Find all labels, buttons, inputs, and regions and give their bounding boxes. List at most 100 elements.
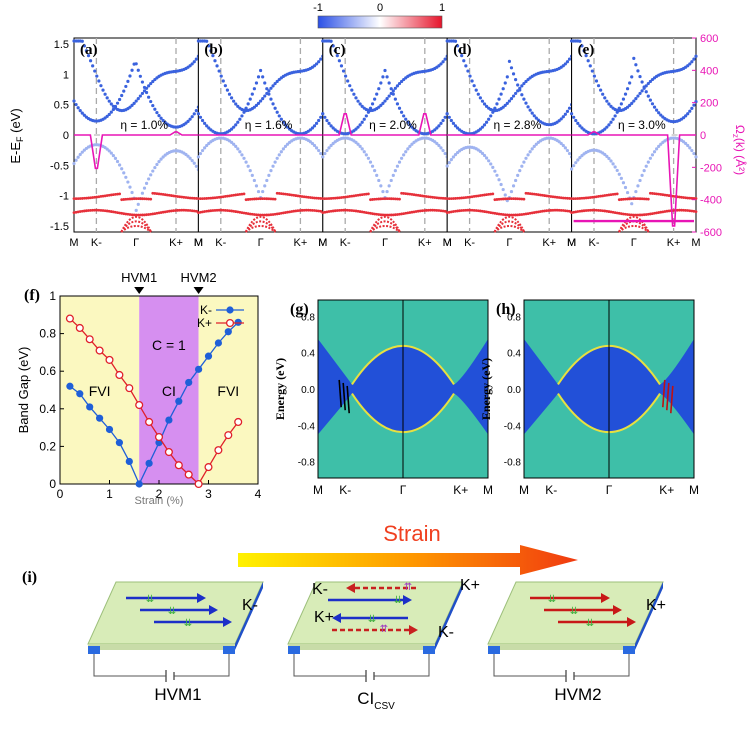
band-dot bbox=[686, 143, 690, 148]
band-dot bbox=[497, 212, 501, 216]
valley-label: K+ bbox=[314, 609, 334, 626]
band-dot bbox=[111, 210, 115, 214]
band-dot bbox=[364, 192, 368, 196]
gamma-band-curve bbox=[618, 224, 650, 233]
band-dot bbox=[358, 102, 362, 106]
band-dot bbox=[634, 96, 638, 101]
band-dot bbox=[418, 209, 422, 213]
band-dot bbox=[572, 197, 576, 201]
band-dot bbox=[86, 54, 91, 58]
band-dot bbox=[582, 209, 586, 213]
band-dot bbox=[493, 169, 497, 173]
spin-bands bbox=[321, 191, 449, 217]
band-dot bbox=[503, 81, 507, 85]
band-dot bbox=[572, 210, 576, 214]
band-dot bbox=[147, 177, 151, 181]
band-dot bbox=[296, 209, 300, 213]
edge-xtick-label: M bbox=[519, 483, 529, 497]
right-electrode bbox=[223, 646, 235, 654]
k-point-tick-label: Γ bbox=[258, 237, 264, 249]
band-left-axis: 1.5 1 0.5 0 -0.5 -1 -1.5 bbox=[50, 39, 69, 233]
band-dot bbox=[636, 94, 640, 98]
band-dot bbox=[518, 213, 522, 217]
band-dot bbox=[201, 210, 204, 214]
band-dot bbox=[138, 213, 142, 217]
band-dot bbox=[89, 196, 92, 200]
band-dot bbox=[593, 208, 596, 212]
band-dot bbox=[267, 213, 271, 217]
band-dot bbox=[350, 194, 354, 198]
circuit-wire bbox=[493, 654, 566, 677]
band-dot bbox=[613, 165, 617, 169]
band-dot bbox=[646, 81, 650, 86]
band-dot bbox=[377, 213, 381, 216]
schematic-slab-right: K+ HVM2 ⇊ ⇊ ⇊ bbox=[487, 581, 666, 704]
band-dot bbox=[373, 197, 377, 201]
band-dot bbox=[638, 178, 642, 183]
band-dot bbox=[350, 209, 354, 212]
band-dot bbox=[688, 146, 692, 150]
band-dot bbox=[487, 192, 491, 196]
band-dot bbox=[686, 112, 690, 116]
band-dot bbox=[491, 165, 495, 170]
band-dot bbox=[111, 104, 115, 108]
band-dot bbox=[238, 210, 242, 214]
band-dot bbox=[692, 197, 696, 200]
left-electrode bbox=[288, 646, 300, 654]
edge-panel-g: (g)0.8 0.4 0.0 -0.4 -0.8 Energy (eV) M K- Γ K+ M bbox=[273, 299, 493, 497]
band-dot bbox=[389, 91, 393, 96]
band-dot bbox=[321, 197, 325, 201]
band-dot bbox=[244, 211, 248, 215]
band-dot bbox=[229, 140, 234, 145]
band-dot bbox=[140, 191, 145, 195]
band-dot bbox=[617, 211, 621, 215]
band-dot bbox=[646, 212, 650, 216]
band-dot bbox=[207, 209, 211, 213]
band-dot bbox=[524, 156, 528, 160]
data-point bbox=[85, 335, 94, 344]
band-dot bbox=[136, 197, 140, 201]
x-tick-label: 0 bbox=[57, 487, 64, 501]
band-dot bbox=[688, 109, 692, 113]
edge-xtick-label: K+ bbox=[659, 483, 674, 497]
band-dot bbox=[157, 160, 161, 164]
band-dot bbox=[449, 158, 453, 162]
band-dot bbox=[520, 93, 524, 97]
band-dot bbox=[209, 209, 213, 213]
band-dot bbox=[161, 155, 165, 159]
band-dot bbox=[308, 128, 312, 132]
conduction-band bbox=[72, 62, 200, 129]
k-point-tick-label: K- bbox=[215, 237, 226, 249]
band-dot bbox=[460, 54, 464, 58]
band-dot bbox=[648, 79, 652, 84]
band-dot bbox=[304, 195, 308, 199]
band-dot bbox=[526, 192, 530, 195]
band-dot bbox=[613, 192, 617, 196]
band-dot bbox=[456, 209, 459, 213]
band-dot bbox=[356, 193, 360, 197]
data-point bbox=[65, 314, 74, 323]
band-dot bbox=[472, 195, 476, 198]
band-dot bbox=[651, 192, 654, 195]
band-dot bbox=[678, 195, 681, 199]
spin-up-icon: ⇈ bbox=[380, 624, 388, 635]
band-dot bbox=[528, 211, 532, 215]
data-point bbox=[95, 346, 104, 355]
band-dot bbox=[580, 44, 584, 48]
data-point bbox=[165, 416, 173, 424]
band-dot bbox=[232, 193, 236, 197]
band-dot bbox=[381, 101, 385, 105]
band-dot bbox=[530, 192, 534, 196]
band-dot bbox=[619, 102, 623, 106]
band-dot bbox=[155, 211, 159, 215]
band-dot bbox=[161, 193, 165, 196]
band-dot bbox=[120, 93, 124, 98]
band-dot bbox=[692, 151, 696, 156]
band-dot bbox=[323, 197, 327, 201]
band-dot bbox=[134, 213, 138, 217]
band-dot bbox=[445, 211, 449, 215]
band-dot bbox=[439, 62, 443, 66]
band-dot bbox=[588, 208, 592, 212]
band-dot bbox=[331, 44, 335, 48]
